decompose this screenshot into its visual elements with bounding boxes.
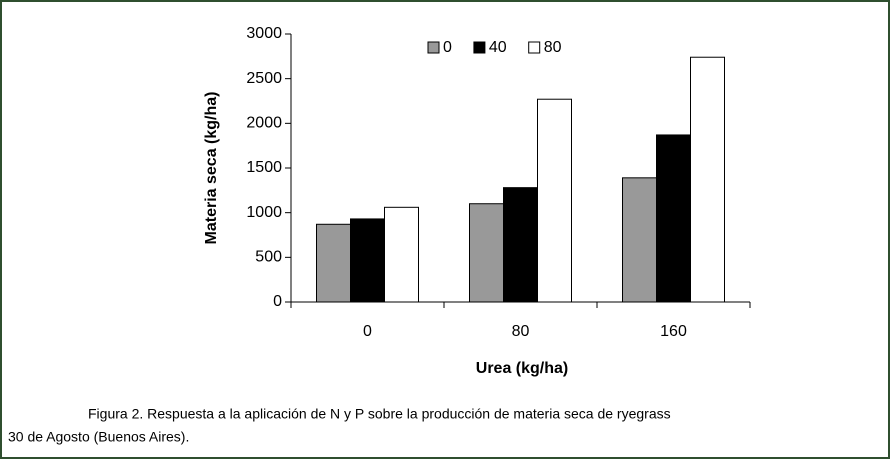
legend-label: 0	[443, 39, 452, 56]
bar	[384, 206, 419, 303]
bar	[503, 187, 538, 303]
y-tick-label: 1500	[246, 159, 282, 176]
y-tick-label: 3000	[246, 25, 282, 42]
bar	[537, 98, 572, 303]
caption-line: 30 de Agosto (Buenos Aires).	[8, 429, 189, 445]
x-tick-label: 80	[512, 323, 530, 340]
legend-swatch	[427, 41, 440, 54]
bar	[690, 56, 725, 303]
bar	[350, 218, 385, 303]
bar	[622, 177, 657, 303]
y-tick-label: 500	[255, 249, 282, 266]
y-tick-label: 2000	[246, 115, 282, 132]
bar	[469, 203, 504, 303]
y-tick-label: 1000	[246, 204, 282, 221]
y-tick-label: 0	[273, 293, 282, 310]
legend-swatch	[473, 41, 486, 54]
x-tick-label: 160	[660, 323, 687, 340]
x-axis-label: Urea (kg/ha)	[476, 360, 568, 377]
bar	[656, 134, 691, 303]
y-tick-label: 2500	[246, 70, 282, 87]
legend-label: 40	[489, 39, 507, 56]
x-tick-label: 0	[363, 323, 372, 340]
caption-line: Figura 2. Respuesta a la aplicación de N…	[88, 406, 671, 422]
legend-label: 80	[544, 39, 562, 56]
bar	[316, 223, 351, 303]
y-axis-label: Materia seca (kg/ha)	[203, 92, 220, 245]
legend-swatch	[528, 41, 541, 54]
